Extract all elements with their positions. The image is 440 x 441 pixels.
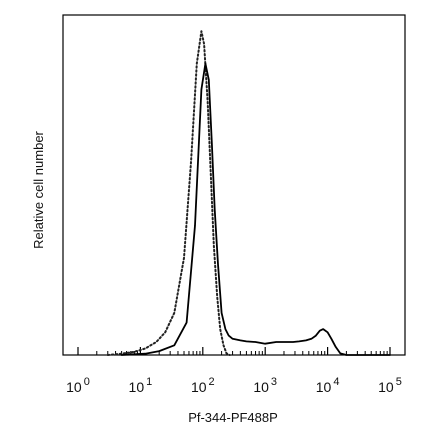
x-tick-label-base: 10 [378, 379, 394, 395]
x-tick-label-exponent: 1 [146, 376, 152, 388]
x-tick-label-base: 10 [66, 379, 82, 395]
x-tick-label: 10 1 [129, 376, 153, 395]
x-tick-label: 10 4 [316, 376, 340, 395]
x-tick-label-exponent: 5 [396, 376, 402, 388]
x-tick-label-base: 10 [253, 379, 269, 395]
x-tick-label: 10 5 [378, 376, 402, 395]
x-tick-label-exponent: 0 [84, 376, 90, 388]
y-axis-title: Relative cell number [31, 130, 46, 248]
series-layer [106, 30, 391, 356]
series-solid-line [120, 62, 391, 356]
x-tick-label-exponent: 3 [271, 376, 277, 388]
x-tick-label: 10 3 [253, 376, 277, 395]
x-tick-label-exponent: 2 [209, 376, 215, 388]
x-axis-tick-labels: 10 0 10 1 10 2 10 3 10 4 10 5 [66, 376, 402, 395]
x-tick-label-base: 10 [316, 379, 332, 395]
series-dotted-line [106, 30, 231, 356]
x-tick-label-base: 10 [129, 379, 145, 395]
x-tick-label-exponent: 4 [333, 376, 339, 388]
x-tick-label: 10 0 [66, 376, 90, 395]
x-tick-label: 10 2 [191, 376, 215, 395]
x-tick-label-base: 10 [191, 379, 207, 395]
plot-frame [62, 14, 406, 356]
x-axis-title: Pf-344-PF488P [188, 410, 278, 425]
